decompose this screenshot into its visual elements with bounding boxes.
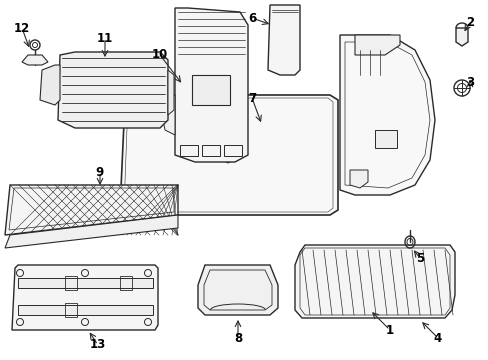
Bar: [65, 276, 77, 290]
Polygon shape: [168, 70, 174, 115]
Text: 13: 13: [90, 338, 106, 351]
Text: 9: 9: [96, 166, 104, 179]
Polygon shape: [339, 35, 434, 195]
Polygon shape: [354, 35, 399, 55]
Text: 1: 1: [385, 324, 393, 337]
Bar: [192, 75, 229, 105]
Text: 4: 4: [433, 332, 441, 345]
Bar: [374, 130, 396, 148]
Bar: [180, 145, 198, 156]
Polygon shape: [5, 185, 178, 235]
Polygon shape: [349, 170, 367, 188]
Bar: [258, 120, 280, 138]
Bar: [120, 276, 132, 290]
Text: 7: 7: [247, 91, 256, 104]
Polygon shape: [40, 65, 60, 105]
Text: 5: 5: [415, 252, 423, 265]
Polygon shape: [5, 215, 178, 248]
Text: 6: 6: [247, 12, 256, 24]
Polygon shape: [12, 265, 158, 330]
Polygon shape: [294, 245, 454, 318]
Polygon shape: [58, 52, 168, 128]
Text: 8: 8: [233, 332, 242, 345]
Polygon shape: [120, 95, 337, 215]
Polygon shape: [198, 265, 278, 315]
Bar: [18, 278, 153, 288]
Bar: [224, 145, 242, 156]
Bar: [202, 145, 220, 156]
Text: 11: 11: [97, 31, 113, 45]
Bar: [65, 303, 77, 317]
Polygon shape: [22, 55, 48, 65]
Text: 10: 10: [152, 49, 168, 62]
Polygon shape: [162, 95, 175, 135]
Polygon shape: [267, 5, 299, 75]
Text: 2: 2: [465, 15, 473, 28]
Text: 12: 12: [14, 22, 30, 35]
Text: 3: 3: [465, 76, 473, 89]
Bar: [18, 305, 153, 315]
Polygon shape: [455, 28, 467, 46]
Polygon shape: [175, 8, 247, 162]
Polygon shape: [218, 153, 238, 163]
